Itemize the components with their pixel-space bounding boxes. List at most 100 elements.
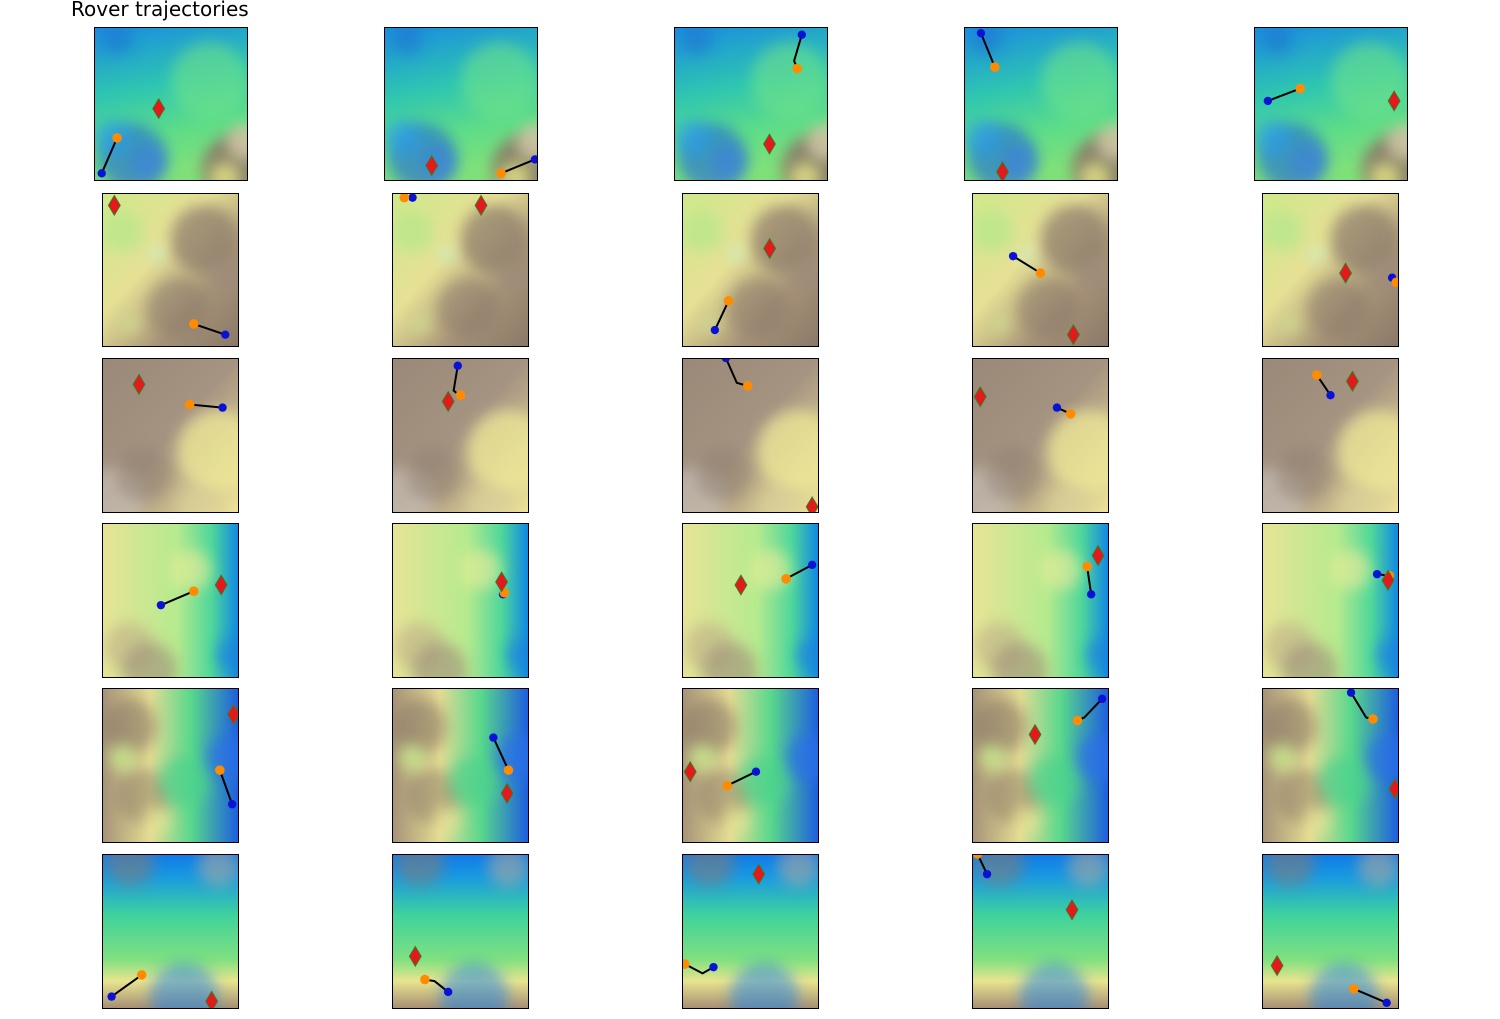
panel-frame — [682, 688, 819, 843]
terrain-map — [1262, 523, 1399, 678]
terrain-map — [964, 27, 1118, 181]
terrain-patch — [1261, 27, 1293, 55]
terrain-patch — [412, 642, 468, 678]
panel-frame — [102, 854, 239, 1009]
panel-frame — [94, 27, 248, 181]
trajectory-layer — [1008, 251, 1080, 346]
panel-frame — [972, 523, 1109, 678]
panel-frame — [972, 193, 1109, 347]
panel-frame — [102, 688, 239, 843]
panel-frame — [682, 358, 819, 513]
end-marker — [503, 765, 514, 775]
start-marker — [1097, 694, 1107, 704]
terrain-map — [1254, 27, 1408, 181]
trajectory-path — [1353, 987, 1388, 1004]
panel-r4-c5 — [1262, 523, 1399, 678]
end-marker — [742, 381, 753, 391]
goal-marker — [227, 703, 239, 726]
terrain-patch — [992, 642, 1048, 678]
panel-r5-c2 — [392, 688, 529, 843]
panel-frame — [972, 358, 1109, 513]
end-marker — [112, 133, 122, 143]
panel-r5-c4 — [972, 688, 1109, 843]
panel-r1-c3 — [674, 27, 828, 181]
trajectory-layer — [973, 385, 1076, 419]
end-marker — [781, 574, 791, 584]
start-marker — [227, 800, 237, 809]
terrain-map — [392, 523, 529, 678]
terrain-patch — [394, 854, 445, 887]
start-marker — [408, 193, 417, 202]
terrain-patch — [972, 210, 1014, 253]
terrain-patch — [1040, 204, 1109, 274]
terrain-patch — [1282, 642, 1338, 678]
terrain-patch — [505, 638, 529, 672]
terrain-patch — [487, 854, 529, 887]
terrain-patch — [122, 642, 178, 678]
trajectory-path — [1012, 255, 1042, 274]
panel-frame — [964, 27, 1118, 181]
terrain-patch — [147, 278, 208, 339]
panel-frame — [682, 854, 819, 1009]
terrain-patch — [115, 446, 171, 502]
start-marker — [453, 361, 462, 370]
terrain-map — [682, 688, 819, 843]
terrain-map — [392, 854, 529, 1009]
panel-r6-c5 — [1262, 854, 1399, 1009]
terrain-patch — [208, 261, 239, 295]
terrain-patch — [1040, 548, 1082, 591]
terrain-patch — [1278, 312, 1301, 335]
panel-r1-c2 — [384, 27, 538, 181]
panel-r1-c1 — [94, 27, 248, 181]
terrain-patch — [148, 246, 166, 263]
trajectory-layer — [132, 373, 227, 412]
terrain-patch — [729, 962, 799, 1009]
terrain-map — [1262, 193, 1399, 347]
terrain-patch — [684, 854, 735, 887]
end-marker — [1391, 277, 1399, 288]
terrain-patch — [392, 699, 447, 755]
terrain-patch — [1367, 733, 1399, 783]
goal-marker — [1066, 323, 1080, 346]
terrain-patch — [1041, 42, 1118, 120]
goal-marker — [734, 574, 748, 596]
end-marker — [1348, 984, 1359, 994]
terrain-patch — [197, 854, 239, 887]
terrain-patch — [695, 446, 751, 502]
end-marker — [188, 319, 199, 329]
panel-frame — [392, 854, 529, 1009]
terrain-patch — [723, 806, 751, 834]
goal-marker — [408, 945, 422, 968]
trajectory-layer — [489, 733, 514, 805]
terrain-patch — [777, 854, 819, 887]
panel-frame — [972, 854, 1109, 1009]
panel-frame — [1262, 358, 1399, 513]
terrain-patch — [226, 124, 248, 161]
trajectory-layer — [976, 28, 1009, 181]
start-marker — [721, 358, 731, 363]
terrain-patch — [102, 699, 157, 755]
terrain-patch — [1096, 124, 1118, 161]
trajectory-layer — [1372, 569, 1395, 592]
terrain-patch — [1077, 733, 1109, 783]
start-marker — [1372, 569, 1382, 579]
terrain-patch — [102, 210, 144, 253]
start-marker — [1326, 391, 1335, 400]
terrain-patch — [159, 756, 209, 806]
goal-marker — [763, 237, 777, 260]
terrain-patch — [209, 162, 241, 181]
terrain-map — [972, 854, 1109, 1009]
goal-marker — [1381, 569, 1395, 592]
terrain-map — [384, 27, 538, 181]
trajectory-layer — [156, 574, 228, 610]
terrain-patch — [433, 806, 461, 834]
terrain-patch — [728, 246, 746, 263]
start-marker — [976, 28, 986, 38]
terrain-patch — [499, 162, 531, 181]
terrain-patch — [498, 261, 529, 295]
terrain-map — [682, 854, 819, 1009]
terrain-patch — [437, 278, 498, 339]
terrain-patch — [1262, 699, 1317, 755]
goal-marker — [152, 97, 166, 120]
trajectory-layer — [399, 193, 488, 217]
